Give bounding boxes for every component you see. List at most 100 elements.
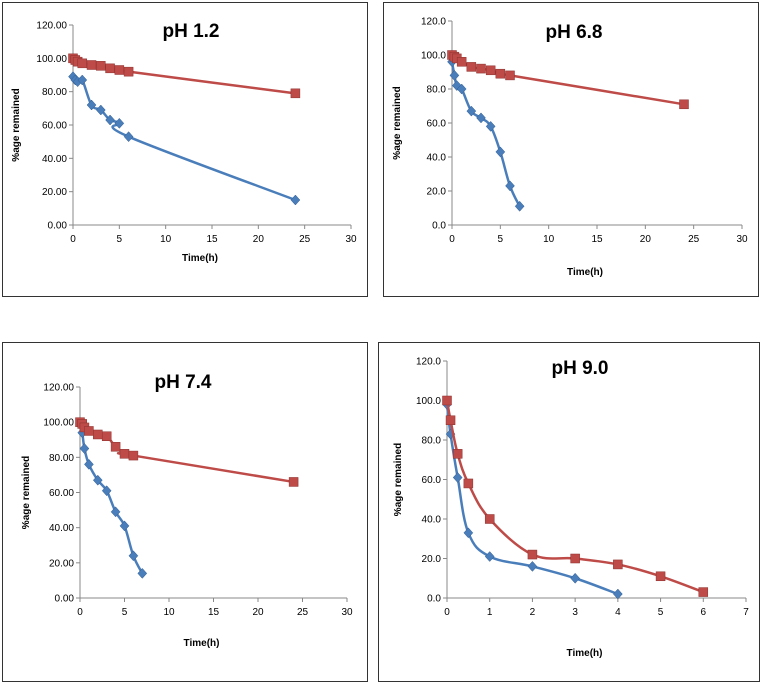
y-tick-label: 40.0 — [427, 153, 447, 164]
y-axis-label: %age remained — [11, 88, 22, 161]
series-blue-point — [77, 74, 88, 86]
chart-title: pH 7.4 — [154, 372, 211, 393]
series-red-point — [105, 63, 115, 74]
y-tick-label: 20.0 — [427, 187, 447, 198]
series-blue-point — [456, 83, 467, 95]
series-red-point — [655, 571, 666, 582]
series-red-point — [84, 426, 94, 436]
series-blue-point — [476, 112, 486, 124]
series-red-point — [86, 60, 97, 70]
chart-svg: 0.0 20.0 40.0 60.0 80.0 100.0 120.0 0 1 2 3 4 5 6 7 pH … — [393, 357, 749, 660]
x-tick-label: 30 — [736, 234, 748, 245]
x-tick-label: 5 — [122, 607, 128, 618]
series-blue-point — [137, 568, 148, 579]
x-tick-label: 20 — [252, 607, 264, 618]
y-tick-label: 100.00 — [36, 54, 67, 65]
chart-svg: 0.00 20.00 40.00 60.00 80.00 100.00 120.00 0 5 10… — [21, 372, 353, 649]
x-tick-label: 30 — [345, 234, 357, 245]
series-red-point — [452, 449, 463, 459]
series-red-point — [463, 478, 474, 489]
chart-panel-ph-6-8: 0.0 20.0 40.0 60.0 80.0 100.0 120.0 0 5 10 15 20 25 3… — [383, 2, 759, 297]
series-red-point — [679, 99, 689, 110]
series-blue-point — [128, 550, 139, 562]
y-tick-label: 100.00 — [43, 418, 74, 429]
y-tick-label: 120.00 — [43, 383, 74, 394]
x-tick-label: 0 — [70, 234, 76, 245]
y-tick-label: 80.00 — [49, 453, 74, 464]
x-tick-label: 3 — [572, 607, 578, 618]
x-tick-label: 15 — [206, 234, 218, 245]
x-tick-label: 1 — [487, 607, 493, 618]
series-blue-point — [123, 131, 134, 143]
x-tick-label: 10 — [163, 607, 175, 618]
y-tick-label: 20.00 — [49, 558, 74, 569]
series-red-point — [445, 415, 456, 425]
x-tick-label: 30 — [341, 607, 353, 618]
y-axis-label: %age remained — [392, 86, 403, 159]
x-tick-label: 25 — [688, 234, 700, 245]
series-red-point — [119, 449, 130, 459]
x-tick-label: 15 — [208, 607, 220, 618]
series-red-point — [527, 549, 538, 560]
series-blue-point — [95, 104, 106, 116]
y-tick-label: 60.00 — [42, 121, 67, 132]
series-red-point — [570, 553, 580, 564]
y-tick-label: 20.00 — [42, 187, 67, 198]
x-tick-label: 10 — [543, 234, 555, 245]
series-red-point — [613, 559, 623, 570]
y-tick-label: 60.0 — [422, 475, 442, 486]
x-tick-label: 5 — [117, 234, 123, 245]
x-tick-label: 25 — [299, 234, 311, 245]
series-red-point — [288, 477, 299, 487]
series-red-point — [466, 62, 477, 72]
x-axis-label: Time(h) — [567, 648, 603, 659]
y-tick-label: 40.00 — [42, 154, 67, 165]
series-red-point — [456, 57, 467, 67]
x-axis-label: Time(h) — [567, 267, 603, 278]
series-blue-point — [527, 561, 538, 572]
x-tick-label: 10 — [160, 234, 172, 245]
x-tick-label: 0 — [449, 234, 455, 245]
y-tick-label: 100.0 — [421, 51, 446, 62]
series-blue-point — [495, 146, 506, 158]
series-red-point — [96, 61, 106, 71]
series-blue-point — [505, 180, 515, 192]
chart-title: pH 9.0 — [551, 358, 608, 379]
series-blue-line — [71, 75, 296, 202]
series-red-point — [128, 450, 139, 461]
series-red-line — [451, 53, 685, 106]
y-tick-label: 120.0 — [421, 17, 446, 28]
series-blue-line — [78, 423, 144, 574]
chart-svg: 0.0 20.0 40.0 60.0 80.0 100.0 120.0 0 5 10 15 20 25 3… — [392, 17, 748, 279]
chart-panel-ph-1-2: 0.00 20.00 40.00 60.00 80.00 100.00 120.00 0 5 10… — [2, 2, 368, 297]
series-red-point — [290, 88, 301, 99]
chart-svg: 0.00 20.00 40.00 60.00 80.00 100.00 120.00 0 5 10… — [11, 21, 357, 265]
series-blue-point — [84, 458, 94, 470]
series-red-point — [505, 70, 515, 81]
y-tick-label: 40.0 — [422, 515, 442, 526]
series-blue-point — [290, 194, 301, 206]
y-tick-label: 60.0 — [427, 119, 447, 130]
series-blue-point — [92, 474, 103, 486]
series-red-point — [123, 66, 134, 77]
series-blue-point — [613, 588, 623, 600]
series-blue-point — [114, 117, 125, 129]
x-tick-label: 5 — [498, 234, 504, 245]
x-tick-label: 25 — [297, 607, 309, 618]
y-tick-label: 80.00 — [42, 87, 67, 98]
y-tick-label: 80.0 — [422, 436, 442, 447]
series-red-point — [77, 58, 88, 69]
x-tick-label: 0 — [444, 607, 450, 618]
x-tick-label: 5 — [658, 607, 664, 618]
series-red-point — [698, 587, 709, 597]
y-tick-label: 0.00 — [55, 594, 75, 605]
series-red-point — [114, 65, 125, 75]
series-blue-line — [450, 61, 521, 207]
series-blue-point — [449, 70, 460, 81]
y-axis-label: %age remained — [393, 443, 404, 516]
series-red-line — [445, 400, 704, 594]
series-blue-point — [79, 443, 90, 454]
x-axis-label: Time(h) — [182, 253, 218, 264]
series-red-point — [485, 65, 496, 76]
x-tick-label: 7 — [743, 607, 749, 618]
